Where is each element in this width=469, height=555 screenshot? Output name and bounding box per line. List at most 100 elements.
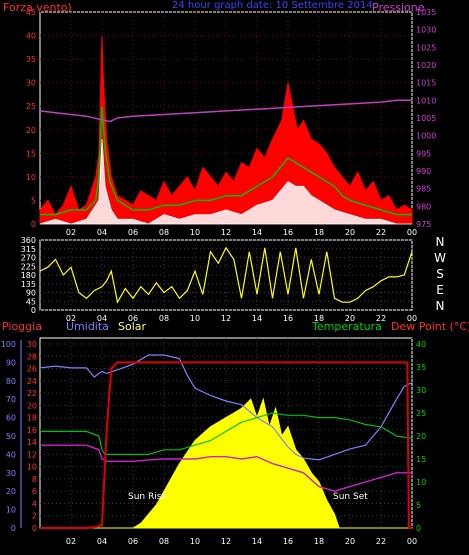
- rain-tick-label: 12: [27, 450, 37, 459]
- humidity-tick-label: 70: [6, 395, 16, 404]
- wind-tick-label: 10: [26, 173, 36, 182]
- time-tick-label: 02: [66, 314, 76, 323]
- direction-tick-label: 270: [21, 254, 36, 263]
- time-tick-label: 18: [314, 228, 324, 237]
- direction-tick-label: 135: [21, 280, 36, 289]
- time-tick-label: 20: [345, 537, 355, 546]
- temperature-tick-label: 30: [416, 386, 426, 395]
- pressure-tick-label: 1010: [416, 96, 436, 105]
- time-tick-label: 06: [128, 314, 138, 323]
- pressure-series: [39, 99, 412, 123]
- time-tick-label: 12: [221, 537, 231, 546]
- pressure-tick-label: 1030: [416, 26, 436, 35]
- time-tick-label: 14: [252, 314, 262, 323]
- rain-tick-label: 6: [32, 487, 37, 496]
- wind-direction-series: [39, 246, 413, 304]
- compass-label: S: [436, 267, 444, 281]
- direction-tick-label: 360: [21, 236, 36, 245]
- time-tick-label: 16: [283, 537, 293, 546]
- pressure-title: Pressione: [372, 1, 425, 14]
- time-tick-label: 16: [283, 228, 293, 237]
- time-tick-label: 06: [128, 228, 138, 237]
- direction-tick-label: 315: [21, 245, 36, 254]
- temperature-tick-label: 0: [416, 524, 421, 533]
- time-tick-label: 12: [221, 314, 231, 323]
- rain-tick-label: 16: [27, 426, 37, 435]
- humidity-tick-label: 10: [6, 506, 16, 515]
- dewpoint-title: Dew Point (°C): [391, 320, 469, 333]
- humidity-tick-label: 0: [11, 524, 16, 533]
- rain-tick-label: 18: [27, 414, 37, 423]
- wind-tick-label: 15: [26, 149, 36, 158]
- direction-tick-label: 180: [21, 271, 36, 280]
- rain-tick-label: 14: [27, 438, 37, 447]
- wind-tick-label: 25: [26, 102, 36, 111]
- direction-tick-label: 90: [26, 289, 36, 298]
- time-tick-label: 00: [407, 228, 417, 237]
- pressure-tick-label: 980: [416, 202, 431, 211]
- wind-tick-label: 20: [26, 126, 36, 135]
- humidity-title: Umidita: [66, 320, 109, 333]
- time-tick-label: 16: [283, 314, 293, 323]
- dewpoint-series: [40, 444, 412, 492]
- time-tick-label: 14: [252, 537, 262, 546]
- rain-tick-label: 22: [27, 389, 37, 398]
- time-tick-label: 10: [190, 228, 200, 237]
- time-tick-label: 04: [97, 537, 107, 546]
- time-tick-label: 08: [159, 228, 169, 237]
- temperature-tick-label: 40: [416, 340, 426, 349]
- humidity-tick-label: 90: [6, 358, 16, 367]
- direction-plot-frame: [39, 239, 413, 311]
- time-tick-label: 00: [407, 537, 417, 546]
- pressure-tick-label: 995: [416, 149, 431, 158]
- pressure-tick-label: 975: [416, 220, 431, 229]
- compass-label: W: [434, 251, 446, 265]
- time-tick-label: 18: [314, 314, 324, 323]
- time-tick-label: 22: [376, 314, 386, 323]
- compass-label: N: [436, 235, 445, 249]
- time-tick-label: 06: [128, 537, 138, 546]
- pressure-tick-label: 985: [416, 185, 431, 194]
- wind-tick-label: 40: [26, 32, 36, 41]
- time-tick-label: 02: [66, 228, 76, 237]
- rain-temp-axes: 0246810121416182022242628300102030405060…: [1, 340, 426, 546]
- time-tick-label: 10: [190, 314, 200, 323]
- pressure-tick-label: 1000: [416, 132, 436, 141]
- temperature-tick-label: 5: [416, 501, 421, 510]
- rain-tick-label: 4: [32, 499, 37, 508]
- wind-title: Forza vento): [3, 1, 72, 14]
- wind-tick-label: 30: [26, 79, 36, 88]
- rain-tick-label: 10: [27, 463, 37, 472]
- humidity-tick-label: 60: [6, 414, 16, 423]
- temperature-tick-label: 25: [416, 409, 426, 418]
- time-tick-label: 10: [190, 537, 200, 546]
- humidity-tick-label: 80: [6, 377, 16, 386]
- temperature-tick-label: 15: [416, 455, 426, 464]
- pressure-tick-label: 1020: [416, 61, 436, 70]
- time-tick-label: 18: [314, 537, 324, 546]
- sunrise-label: Sun Rise: [128, 492, 167, 502]
- pressure-tick-label: 990: [416, 167, 431, 176]
- pressure-tick-label: 1015: [416, 79, 436, 88]
- temperature-title: Temperatura: [311, 320, 382, 333]
- direction-tick-label: 225: [21, 262, 36, 271]
- chart-date-title: 24 hour graph date: 10 Settembre 2014: [172, 0, 373, 11]
- wind-pressure-series: [39, 35, 413, 225]
- rain-tick-label: 26: [27, 365, 37, 374]
- solar-series: [40, 397, 412, 529]
- direction-series: [39, 246, 413, 304]
- temperature-tick-label: 35: [416, 363, 426, 372]
- rain-series: [40, 361, 412, 529]
- rain-tick-label: 0: [32, 524, 37, 533]
- pressure-tick-label: 1005: [416, 114, 436, 123]
- rain-tick-label: 2: [32, 512, 37, 521]
- time-tick-label: 22: [376, 228, 386, 237]
- time-tick-label: 04: [97, 228, 107, 237]
- humidity-tick-label: 50: [6, 432, 16, 441]
- rain-tick-label: 30: [27, 340, 37, 349]
- time-tick-label: 08: [159, 314, 169, 323]
- rain-tick-label: 28: [27, 352, 37, 361]
- temperature-tick-label: 10: [416, 478, 426, 487]
- time-tick-label: 12: [221, 228, 231, 237]
